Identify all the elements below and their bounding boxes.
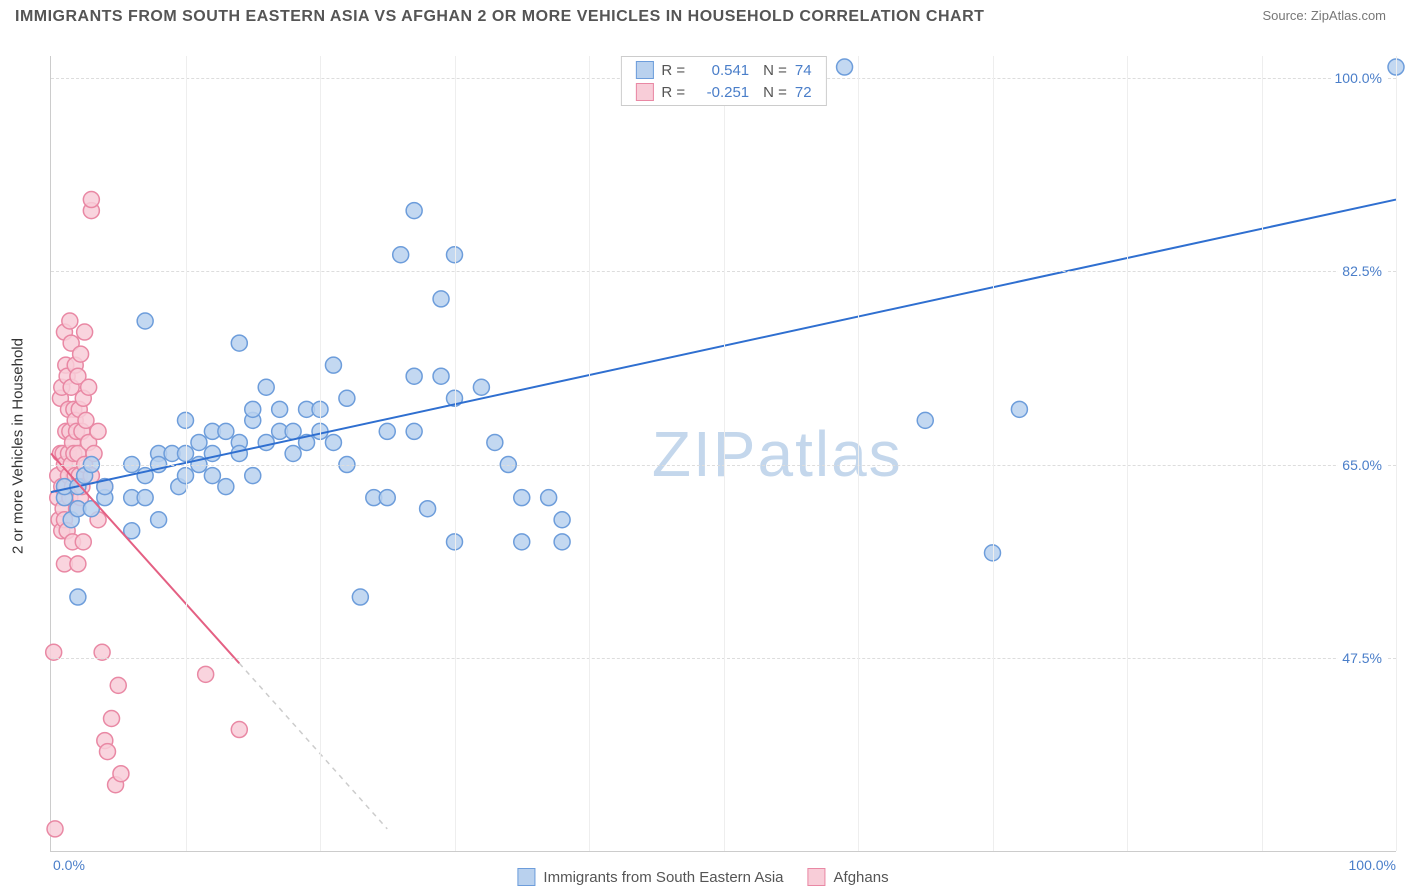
legend-row-pink: R = -0.251 N = 72: [621, 81, 825, 103]
n-value-blue: 74: [795, 62, 812, 79]
chart-plot-area: R = 0.541 N = 74 R = -0.251 N = 72 ZIPat…: [50, 56, 1396, 852]
legend-label-pink: Afghans: [834, 869, 889, 886]
n-value-pink: 72: [795, 84, 812, 101]
y-tick-label: 100.0%: [1331, 70, 1386, 86]
x-tick-label: 100.0%: [1349, 857, 1396, 873]
y-tick-label: 47.5%: [1338, 650, 1386, 666]
n-label: N =: [763, 84, 787, 101]
x-tick-label: 0.0%: [53, 857, 85, 873]
y-tick-label: 82.5%: [1338, 263, 1386, 279]
legend-item-blue: Immigrants from South Eastern Asia: [517, 868, 783, 886]
r-label: R =: [661, 62, 685, 79]
legend-row-blue: R = 0.541 N = 74: [621, 59, 825, 81]
r-value-pink: -0.251: [693, 84, 749, 101]
chart-title: IMMIGRANTS FROM SOUTH EASTERN ASIA VS AF…: [15, 8, 984, 26]
r-label: R =: [661, 84, 685, 101]
correlation-legend: R = 0.541 N = 74 R = -0.251 N = 72: [620, 56, 826, 106]
legend-label-blue: Immigrants from South Eastern Asia: [543, 869, 783, 886]
legend-item-pink: Afghans: [808, 868, 889, 886]
series-legend: Immigrants from South Eastern Asia Afgha…: [517, 868, 888, 886]
r-value-blue: 0.541: [693, 62, 749, 79]
y-axis-title: 2 or more Vehicles in Household: [10, 338, 27, 554]
legend-swatch-pink-icon: [808, 868, 826, 886]
legend-swatch-blue-icon: [517, 868, 535, 886]
y-tick-label: 65.0%: [1338, 457, 1386, 473]
legend-swatch-blue: [635, 61, 653, 79]
legend-swatch-pink: [635, 83, 653, 101]
source-label: Source: ZipAtlas.com: [1262, 8, 1386, 23]
n-label: N =: [763, 62, 787, 79]
